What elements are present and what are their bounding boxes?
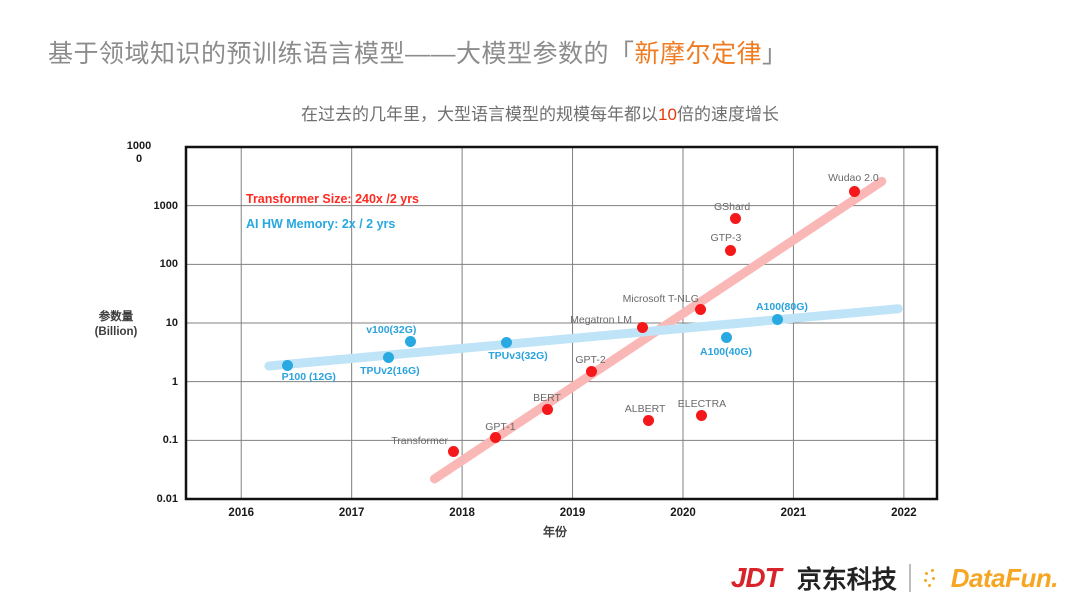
x-axis-title: 年份 — [542, 525, 567, 539]
bracket-open: 「 — [609, 40, 635, 68]
data-point-label: GShard — [713, 200, 751, 213]
data-point-label: TPUv3(32G) — [488, 350, 548, 363]
x-axis-tick: 2019 — [559, 507, 586, 519]
y-axis-title-line2: (Billion) — [94, 326, 138, 338]
page-title-prefix: 基于领域知识的预训练语言模型——大模型参数的 — [48, 40, 610, 68]
x-axis-tick: 2021 — [780, 507, 807, 519]
subtitle-prefix: 在过去的几年里，大型语言模型的规模每年都以 — [301, 105, 659, 124]
page-subtitle: 在过去的几年里，大型语言模型的规模每年都以10倍的速度增长 — [0, 100, 1080, 125]
data-point-label: A100(80G) — [755, 301, 808, 314]
data-point — [730, 213, 742, 225]
page-title: 基于领域知识的预训练语言模型——大模型参数的「新摩尔定律」 — [48, 34, 788, 70]
bracket-close: 」 — [762, 40, 788, 68]
data-point — [643, 414, 655, 426]
legend-ai-hw-memory: AI HW Memory: 2x / 2 yrs — [246, 217, 396, 231]
data-point-label: GPT-1 — [485, 420, 516, 433]
data-point-label: Wudao 2.0 — [828, 172, 879, 185]
x-axis-tick: 2020 — [670, 507, 696, 519]
data-point-label: TPUv2(16G) — [360, 365, 420, 378]
data-point — [447, 445, 459, 457]
jdt-logo: JDT — [730, 562, 782, 593]
data-point — [772, 313, 784, 325]
data-point — [282, 359, 294, 371]
data-point — [848, 185, 860, 197]
data-point — [489, 432, 501, 444]
y-axis-tick: 0.01 — [156, 493, 178, 505]
data-point — [382, 351, 394, 363]
data-point-label: Microsoft T-NLG — [622, 293, 699, 306]
x-axis-tick: 2022 — [891, 507, 917, 519]
data-point-label: GTP-3 — [710, 232, 742, 245]
page-title-highlight: 新摩尔定律 — [634, 40, 763, 68]
y-axis-tick: 10 — [165, 317, 178, 329]
data-point-label: Megatron LM — [570, 313, 632, 326]
data-point — [695, 303, 707, 315]
data-point — [541, 403, 553, 415]
y-axis-tick: 1000 0 — [126, 140, 152, 165]
x-axis-tick: 2016 — [228, 507, 255, 519]
subtitle-suffix: 倍的速度增长 — [676, 105, 779, 124]
data-point-label: v100(32G) — [366, 323, 417, 336]
legend-transformer-size: Transformer Size: 240x /2 yrs — [246, 192, 420, 206]
data-point — [636, 322, 648, 334]
data-point — [720, 332, 732, 344]
y-axis-tick: 0.1 — [162, 434, 178, 447]
data-point-label: ELECTRA — [677, 398, 727, 411]
footer-logos: JDT 京东科技 DataFun. — [730, 560, 1059, 596]
x-axis-tick: 2018 — [449, 507, 475, 519]
data-point — [404, 336, 416, 348]
y-axis-tick: 1 — [171, 375, 178, 388]
y-axis-title: 参数量 (Billion) — [78, 310, 154, 340]
y-axis-tick: 100 — [159, 258, 178, 271]
data-point-label: GPT-2 — [575, 354, 606, 367]
jd-name-label: 京东科技 — [796, 566, 897, 594]
data-point — [696, 409, 708, 421]
data-point-label: BERT — [533, 392, 561, 405]
x-axis-tick: 2017 — [338, 507, 365, 519]
data-point — [585, 365, 597, 377]
data-point — [724, 244, 736, 256]
datafun-dots-icon — [923, 568, 939, 588]
subtitle-number: 10 — [658, 105, 677, 124]
data-point — [500, 336, 512, 348]
y-axis-title-line1: 参数量 — [98, 311, 134, 323]
datafun-logo: DataFun. — [950, 562, 1059, 593]
data-point-label: ALBERT — [624, 403, 666, 416]
data-point-label: Transformer — [391, 435, 449, 448]
data-point-label: A100(40G) — [700, 345, 752, 358]
data-point-label: P100 (12G) — [281, 371, 336, 384]
footer-divider — [908, 564, 911, 592]
y-axis-tick: 1000 — [153, 199, 178, 212]
